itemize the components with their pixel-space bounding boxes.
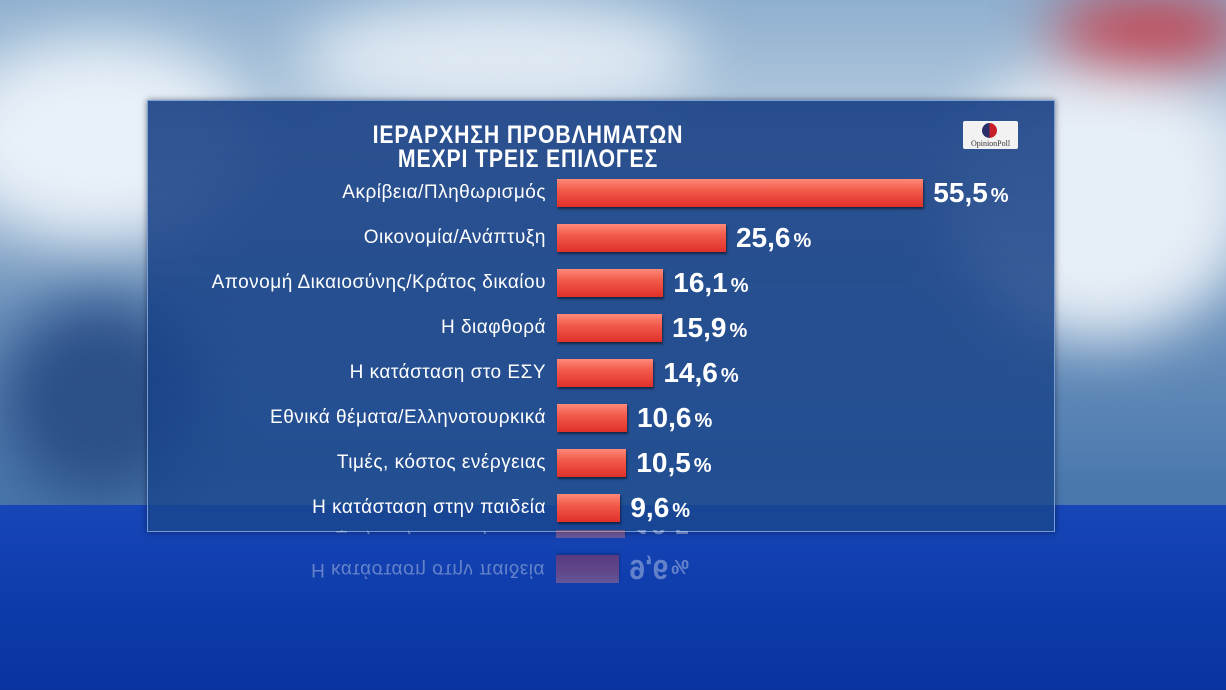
percent-sign: %	[693, 455, 712, 477]
value-label: 55,5%	[933, 177, 1008, 209]
bar-row: Η κατάσταση στο ΕΣΥ 14,6%	[148, 357, 1054, 389]
value-label: 9,6%	[629, 553, 689, 585]
bar-row: Ακρίβεια/Πληθωρισμός 55,5%	[148, 177, 1054, 209]
value-label: 10,5%	[635, 530, 710, 540]
value-label: 15,9%	[672, 312, 747, 344]
value-number: 25,6	[735, 222, 791, 253]
bar-row: Οικονομία/Ανάπτυξη 25,6%	[148, 222, 1054, 254]
bar-row: Εθνικά θέματα/Ελληνοτουρκικά 10,6%	[148, 402, 1054, 434]
studio-floor	[0, 505, 1226, 690]
percent-sign: %	[694, 410, 713, 432]
bar	[557, 179, 924, 207]
value-label: 10,5%	[636, 447, 711, 479]
category-label: Οικονομία/Ανάπτυξη	[363, 227, 546, 248]
category-label: Εθνικά θέματα/Ελληνοτουρκικά	[270, 407, 546, 428]
bar-row: Απονομή Δικαιοσύνης/Κράτος δικαίου 16,1%	[148, 267, 1054, 299]
logo-icon	[982, 123, 997, 138]
percent-sign: %	[671, 555, 690, 577]
category-label: Ακρίβεια/Πληθωρισμός	[342, 182, 546, 203]
chart-panel: ΙΕΡΑΡΧΗΣΗ ΠΡΟΒΛΗΜΑΤΩΝ ΜΕΧΡΙ ΤΡΕΙΣ ΕΠΙΛΟΓ…	[147, 100, 1055, 532]
value-number: 55,5	[933, 177, 988, 208]
percent-sign: %	[729, 320, 748, 342]
bar-row: Η κατάσταση στην παιδεία 9,6%	[148, 492, 1054, 524]
value-number: 10,6	[636, 402, 692, 433]
logo-text: OpinionPoll	[970, 139, 1011, 148]
bar-row: Τιμές, κόστος ενέργειας 10,5%	[147, 530, 1053, 540]
value-label: 9,6%	[630, 492, 690, 524]
value-label: 25,6%	[736, 222, 811, 254]
bar-row: Τιμές, κόστος ενέργειας 10,5%	[148, 447, 1054, 479]
value-number: 14,6	[663, 357, 718, 388]
category-label: Η κατάσταση στην παιδεία	[312, 497, 546, 518]
value-number: 15,9	[671, 312, 727, 343]
category-label: Η κατάσταση στο ΕΣΥ	[349, 362, 546, 383]
value-label: 16,1%	[673, 267, 748, 299]
category-label: Απονομή Δικαιοσύνης/Κράτος δικαίου	[211, 272, 546, 293]
value-label: 10,6%	[637, 402, 712, 434]
value-number: 10,5	[636, 447, 691, 478]
value-number: 10,5	[635, 530, 690, 540]
opinionpoll-logo: OpinionPoll	[963, 121, 1018, 149]
percent-sign: %	[990, 185, 1009, 207]
value-label: 14,6%	[663, 357, 738, 389]
percent-sign: %	[693, 530, 711, 532]
value-number: 9,6	[630, 492, 670, 523]
title-line-2: ΜΕΧΡΙ ΤΡΕΙΣ ΕΠΙΛΟΓΕΣ	[397, 145, 659, 173]
chart-title: ΙΕΡΑΡΧΗΣΗ ΠΡΟΒΛΗΜΑΤΩΝ ΜΕΧΡΙ ΤΡΕΙΣ ΕΠΙΛΟΓ…	[205, 121, 851, 173]
percent-sign: %	[730, 275, 749, 297]
category-label: Τιμές, κόστος ενέργειας	[336, 452, 546, 473]
bar	[557, 404, 627, 432]
category-label: Η διαφθορά	[440, 317, 546, 338]
bar	[557, 314, 662, 342]
bar	[557, 359, 654, 387]
bar	[556, 555, 620, 583]
percent-sign: %	[720, 365, 739, 387]
percent-sign: %	[793, 230, 812, 252]
bar	[557, 224, 726, 252]
value-number: 16,1	[673, 267, 728, 298]
category-label: Η κατάσταση στην παιδεία	[311, 559, 545, 580]
percent-sign: %	[672, 500, 691, 522]
value-number: 9,6	[629, 554, 669, 585]
bar	[557, 494, 621, 522]
bar	[557, 449, 627, 477]
title-line-1: ΙΕΡΑΡΧΗΣΗ ΠΡΟΒΛΗΜΑΤΩΝ	[372, 121, 684, 149]
bar-row: Η κατάσταση στην παιδεία 9,6%	[147, 553, 1053, 585]
category-label: Τιμές, κόστος ενέργειας	[336, 530, 545, 535]
bar	[556, 530, 626, 538]
bar-row: Η διαφθορά 15,9%	[148, 312, 1054, 344]
bar	[557, 269, 664, 297]
